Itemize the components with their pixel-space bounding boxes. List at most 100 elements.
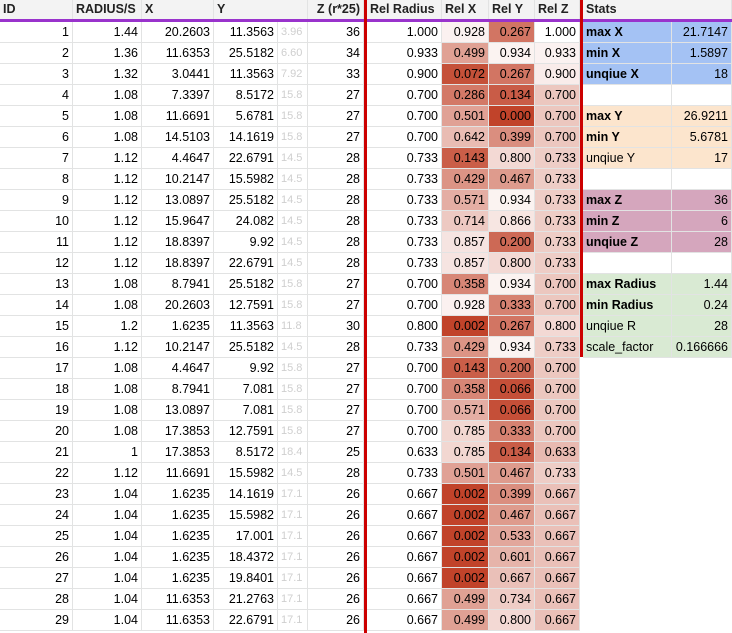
header-z[interactable]: Z (r*25) xyxy=(308,0,364,20)
cell-faint[interactable]: 14.5 xyxy=(278,337,308,358)
cell-faint[interactable]: 3.96 xyxy=(278,22,308,43)
cell-radius[interactable]: 1.04 xyxy=(73,610,142,631)
cell-rr[interactable]: 0.633 xyxy=(367,442,442,463)
cell-radius[interactable]: 1.2 xyxy=(73,316,142,337)
cell-x[interactable]: 10.2147 xyxy=(142,169,214,190)
cell-z[interactable]: 27 xyxy=(308,421,364,442)
cell-x[interactable]: 11.6353 xyxy=(142,589,214,610)
cell-rx[interactable]: 0.501 xyxy=(442,106,489,127)
stat-label[interactable] xyxy=(583,85,672,106)
cell-radius[interactable]: 1.12 xyxy=(73,463,142,484)
cell-rz[interactable]: 0.733 xyxy=(535,148,580,169)
cell-rr[interactable]: 0.733 xyxy=(367,211,442,232)
cell-rr[interactable]: 0.667 xyxy=(367,505,442,526)
stat-label[interactable]: max Z xyxy=(583,190,672,211)
cell-z[interactable]: 28 xyxy=(308,211,364,232)
cell-x[interactable]: 15.9647 xyxy=(142,211,214,232)
cell-faint[interactable]: 14.5 xyxy=(278,253,308,274)
stat-value[interactable]: 0.166666 xyxy=(672,337,732,358)
cell-ry[interactable]: 0.200 xyxy=(489,358,535,379)
cell-radius[interactable]: 1.04 xyxy=(73,484,142,505)
cell-z[interactable]: 27 xyxy=(308,400,364,421)
cell-radius[interactable]: 1.08 xyxy=(73,379,142,400)
cell-rz[interactable]: 0.733 xyxy=(535,253,580,274)
cell-faint[interactable]: 15.8 xyxy=(278,85,308,106)
stat-value[interactable]: 28 xyxy=(672,232,732,253)
stat-value[interactable]: 28 xyxy=(672,316,732,337)
cell-ry[interactable]: 0.800 xyxy=(489,148,535,169)
cell-ry[interactable]: 0.066 xyxy=(489,400,535,421)
cell-ry[interactable]: 0.934 xyxy=(489,43,535,64)
cell-rr[interactable]: 0.700 xyxy=(367,379,442,400)
cell-radius[interactable]: 1.12 xyxy=(73,211,142,232)
cell-y[interactable]: 14.1619 xyxy=(214,127,278,148)
cell-y[interactable]: 25.5182 xyxy=(214,274,278,295)
stat-value[interactable] xyxy=(672,253,732,274)
cell-ry[interactable]: 0.200 xyxy=(489,232,535,253)
cell-rr[interactable]: 0.667 xyxy=(367,547,442,568)
cell-faint[interactable]: 14.5 xyxy=(278,148,308,169)
cell-rx[interactable]: 0.429 xyxy=(442,337,489,358)
cell-z[interactable]: 27 xyxy=(308,127,364,148)
cell-rr[interactable]: 0.800 xyxy=(367,316,442,337)
cell-ry[interactable]: 0.934 xyxy=(489,190,535,211)
cell-z[interactable]: 27 xyxy=(308,379,364,400)
stat-value[interactable]: 6 xyxy=(672,211,732,232)
cell-ry[interactable]: 0.734 xyxy=(489,589,535,610)
cell-faint[interactable]: 17.1 xyxy=(278,568,308,589)
cell-rz[interactable]: 0.733 xyxy=(535,190,580,211)
cell-y[interactable]: 22.6791 xyxy=(214,148,278,169)
cell-ry[interactable]: 0.467 xyxy=(489,463,535,484)
cell-z[interactable]: 26 xyxy=(308,589,364,610)
cell-z[interactable]: 34 xyxy=(308,43,364,64)
cell-rr[interactable]: 0.700 xyxy=(367,85,442,106)
cell-id[interactable]: 10 xyxy=(0,211,73,232)
cell-z[interactable]: 26 xyxy=(308,547,364,568)
cell-y[interactable]: 15.5982 xyxy=(214,169,278,190)
cell-faint[interactable]: 15.8 xyxy=(278,358,308,379)
header-y[interactable]: Y xyxy=(214,0,308,20)
cell-y[interactable]: 5.6781 xyxy=(214,106,278,127)
cell-id[interactable]: 14 xyxy=(0,295,73,316)
cell-rx[interactable]: 0.429 xyxy=(442,169,489,190)
cell-radius[interactable]: 1.08 xyxy=(73,106,142,127)
cell-ry[interactable]: 0.934 xyxy=(489,274,535,295)
cell-rx[interactable]: 0.785 xyxy=(442,421,489,442)
cell-rz[interactable]: 0.900 xyxy=(535,64,580,85)
cell-ry[interactable]: 0.601 xyxy=(489,547,535,568)
cell-faint[interactable]: 11.8 xyxy=(278,316,308,337)
cell-id[interactable]: 3 xyxy=(0,64,73,85)
cell-rr[interactable]: 0.700 xyxy=(367,274,442,295)
cell-rr[interactable]: 0.733 xyxy=(367,190,442,211)
cell-faint[interactable]: 6.60 xyxy=(278,43,308,64)
cell-y[interactable]: 11.3563 xyxy=(214,64,278,85)
cell-z[interactable]: 27 xyxy=(308,85,364,106)
cell-rr[interactable]: 0.733 xyxy=(367,232,442,253)
cell-rx[interactable]: 0.857 xyxy=(442,253,489,274)
cell-rz[interactable]: 0.733 xyxy=(535,232,580,253)
cell-rr[interactable]: 0.733 xyxy=(367,253,442,274)
cell-y[interactable]: 7.081 xyxy=(214,400,278,421)
cell-rz[interactable]: 0.667 xyxy=(535,526,580,547)
cell-radius[interactable]: 1.04 xyxy=(73,589,142,610)
cell-rz[interactable]: 0.633 xyxy=(535,442,580,463)
cell-y[interactable]: 18.4372 xyxy=(214,547,278,568)
cell-z[interactable]: 28 xyxy=(308,148,364,169)
cell-rz[interactable]: 0.733 xyxy=(535,463,580,484)
cell-rz[interactable]: 0.700 xyxy=(535,85,580,106)
cell-rx[interactable]: 0.002 xyxy=(442,316,489,337)
cell-id[interactable]: 15 xyxy=(0,316,73,337)
cell-ry[interactable]: 0.800 xyxy=(489,253,535,274)
cell-rz[interactable]: 0.667 xyxy=(535,589,580,610)
cell-radius[interactable]: 1.08 xyxy=(73,358,142,379)
cell-faint[interactable]: 15.8 xyxy=(278,106,308,127)
cell-rz[interactable]: 0.667 xyxy=(535,484,580,505)
cell-rz[interactable]: 0.700 xyxy=(535,106,580,127)
cell-id[interactable]: 25 xyxy=(0,526,73,547)
cell-rx[interactable]: 0.642 xyxy=(442,127,489,148)
cell-rr[interactable]: 0.733 xyxy=(367,169,442,190)
cell-y[interactable]: 14.1619 xyxy=(214,484,278,505)
cell-rx[interactable]: 0.928 xyxy=(442,295,489,316)
cell-ry[interactable]: 0.399 xyxy=(489,127,535,148)
cell-rr[interactable]: 0.700 xyxy=(367,421,442,442)
